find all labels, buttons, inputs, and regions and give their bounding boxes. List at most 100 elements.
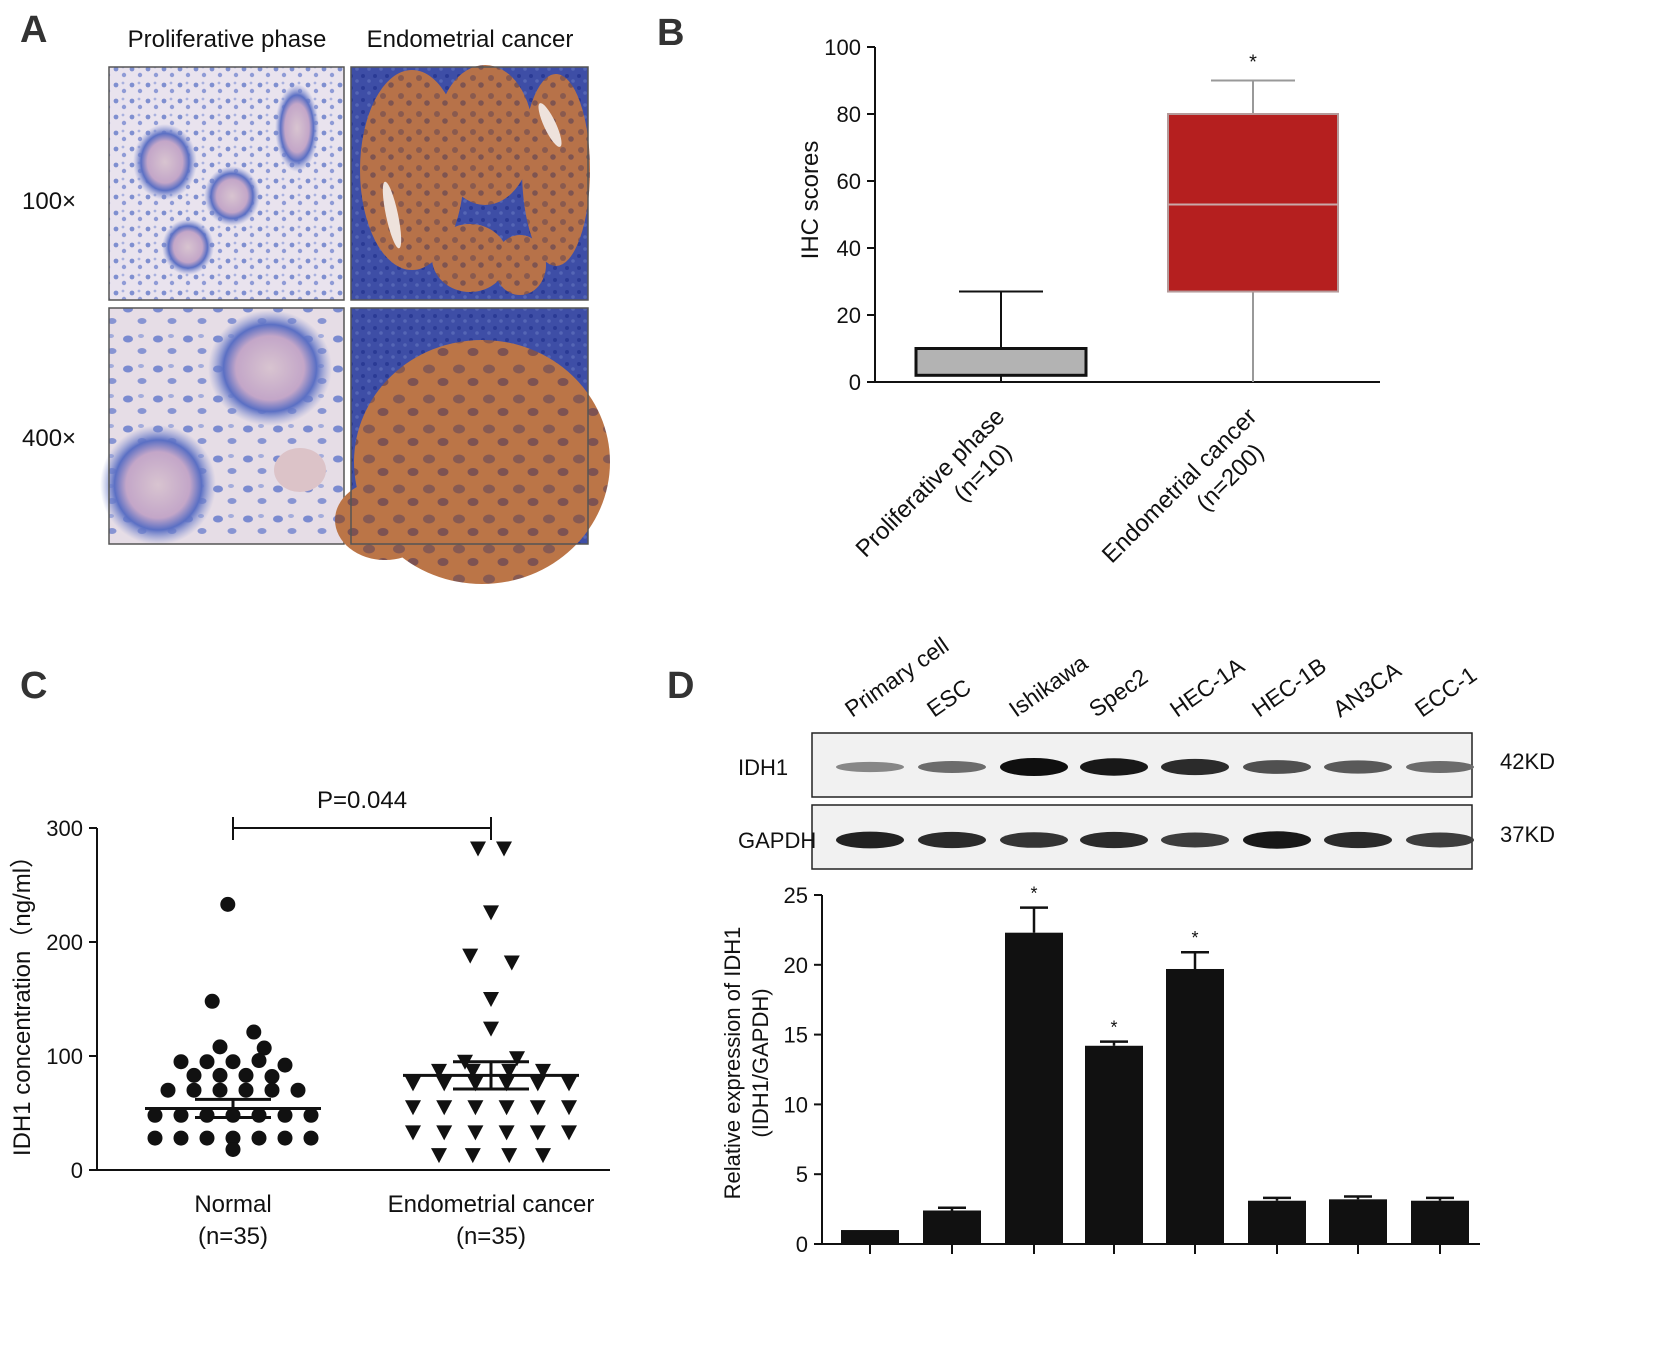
- panel-d-y-axis-label-line2: (IDH1/GAPDH): [748, 988, 773, 1137]
- scatter-point-normal: [212, 1067, 228, 1083]
- bar-significance-marker: *: [1110, 1018, 1117, 1038]
- panel-d-y-tick-label: 20: [784, 953, 808, 978]
- panel-d-y-axis-label-line1: Relative expression of IDH1: [720, 927, 745, 1200]
- panel-b-y-tick-label: 60: [837, 169, 861, 194]
- bar-significance-marker: *: [1030, 884, 1037, 904]
- scatter-point-cancer: [464, 1148, 481, 1164]
- panel-c-scatter-chart: C IDH1 concentration（ng/ml） 0 100 200 300 P=…: [9, 665, 610, 1250]
- scatter-point-normal: [225, 1141, 241, 1157]
- blot-lane-label: HEC-1B: [1247, 652, 1331, 722]
- scatter-point-normal: [303, 1130, 319, 1146]
- scatter-point-cancer: [529, 1100, 546, 1116]
- bar-hec-1a: [1166, 968, 1224, 1244]
- scatter-point-normal: [173, 1107, 189, 1123]
- panel-d-y-tick-label: 5: [796, 1162, 808, 1187]
- scatter-point-cancer: [535, 1063, 551, 1079]
- blot-band: [836, 761, 904, 773]
- panel-b-y-axis-label: IHC scores: [797, 141, 824, 260]
- scatter-point-normal: [199, 1054, 215, 1070]
- scatter-point-cancer: [501, 1063, 518, 1079]
- panel-c-y-tick-label: 300: [46, 816, 83, 841]
- box-body: [914, 347, 1088, 377]
- scatter-point-cancer: [561, 1076, 577, 1092]
- scatter-point-cancer: [535, 1148, 551, 1164]
- scatter-point-normal: [290, 1082, 306, 1098]
- scatter-point-normal: [264, 1082, 280, 1098]
- blot-band: [1406, 761, 1474, 773]
- scatter-point-normal: [199, 1130, 215, 1146]
- scatter-point-cancer: [462, 948, 479, 964]
- blot-band: [1161, 832, 1229, 848]
- scatter-point-cancer: [431, 1063, 447, 1079]
- scatter-point-normal: [303, 1107, 319, 1123]
- scatter-point-cancer: [498, 1125, 515, 1141]
- blot-band: [1324, 760, 1392, 774]
- micrograph-proliferative-400x: [100, 307, 345, 545]
- scatter-point-cancer: [483, 905, 499, 921]
- panel-b-y-tick-label: 80: [837, 102, 861, 127]
- scatter-point-cancer: [467, 1076, 484, 1092]
- blot-lane-label: Ishikawa: [1004, 649, 1092, 722]
- panel-d-y-tick-label: 10: [784, 1092, 808, 1117]
- panel-d-y-tick-label: 15: [784, 1023, 808, 1048]
- panel-c-category-label: Normal: [194, 1191, 271, 1218]
- panel-c-category-label: Endometrial cancer: [388, 1191, 595, 1218]
- panel-c-letter: C: [20, 665, 47, 707]
- scatter-point-normal: [277, 1130, 293, 1146]
- scatter-point-cancer: [405, 1076, 421, 1092]
- bar-esc: [923, 1210, 981, 1244]
- scatter-point-normal: [186, 1082, 202, 1098]
- blot-band: [836, 831, 904, 849]
- scatter-point-normal: [204, 993, 220, 1009]
- scatter-point-cancer: [405, 1125, 421, 1141]
- panel-a: A Proliferative phase Endometrial cancer…: [20, 9, 610, 584]
- scatter-point-normal: [186, 1067, 202, 1083]
- scatter-point-normal: [173, 1054, 189, 1070]
- scatter-point-normal: [199, 1107, 215, 1123]
- significance-label: P=0.044: [317, 787, 407, 814]
- scatter-point-normal: [212, 1039, 228, 1055]
- scatter-point-cancer: [436, 1076, 453, 1092]
- scatter-point-cancer: [498, 1076, 515, 1092]
- scatter-point-cancer: [498, 1100, 515, 1116]
- blot-band: [1080, 831, 1148, 849]
- scatter-point-normal: [277, 1107, 293, 1123]
- blot-band: [1243, 831, 1311, 849]
- scatter-point-cancer: [529, 1076, 546, 1092]
- panel-b-y-tick-label: 0: [849, 370, 861, 395]
- scatter-point-cancer: [483, 992, 499, 1007]
- panel-d-letter: D: [667, 665, 694, 707]
- panel-a-row-label-1: 100×: [22, 188, 76, 215]
- blot-lane-label: AN3CA: [1328, 656, 1406, 722]
- blot-band: [1161, 758, 1229, 776]
- panel-c-y-tick-label: 200: [46, 930, 83, 955]
- panel-b-box-chart: B IHC scores 0 20 40 60 80 100 Proliferative p…: [657, 12, 1380, 568]
- panel-b-y-tick-label: 20: [837, 303, 861, 328]
- panel-d-y-tick-label: 25: [784, 883, 808, 908]
- panel-a-letter: A: [20, 9, 47, 51]
- scatter-point-normal: [277, 1057, 293, 1073]
- scatter-point-normal: [251, 1053, 267, 1069]
- panel-b-y-tick-label: 100: [824, 35, 861, 60]
- blot-band: [1080, 758, 1148, 776]
- scatter-point-normal: [160, 1082, 176, 1098]
- bar-spec2: [1085, 1045, 1143, 1244]
- blot-size-marker: 42KD: [1500, 749, 1555, 774]
- blot-protein-label: IDH1: [738, 755, 788, 780]
- scatter-point-cancer: [467, 1100, 484, 1116]
- blot-lane-label: Spec2: [1084, 663, 1152, 722]
- panel-c-y-tick-label: 100: [46, 1044, 83, 1069]
- blot-band: [918, 831, 986, 849]
- panel-d-y-tick-label: 0: [796, 1232, 808, 1257]
- bar-ishikawa: [1005, 932, 1063, 1244]
- bar-an3ca: [1329, 1199, 1387, 1244]
- blot-lane-label: ECC-1: [1410, 661, 1481, 722]
- scatter-point-normal: [147, 1107, 163, 1123]
- scatter-point-normal: [220, 896, 236, 912]
- blot-band: [1324, 831, 1392, 849]
- panel-c-category-sample-size: (n=35): [198, 1223, 268, 1250]
- blot-band: [918, 761, 986, 773]
- box-significance-marker: *: [1249, 52, 1257, 74]
- scatter-point-cancer: [431, 1148, 447, 1164]
